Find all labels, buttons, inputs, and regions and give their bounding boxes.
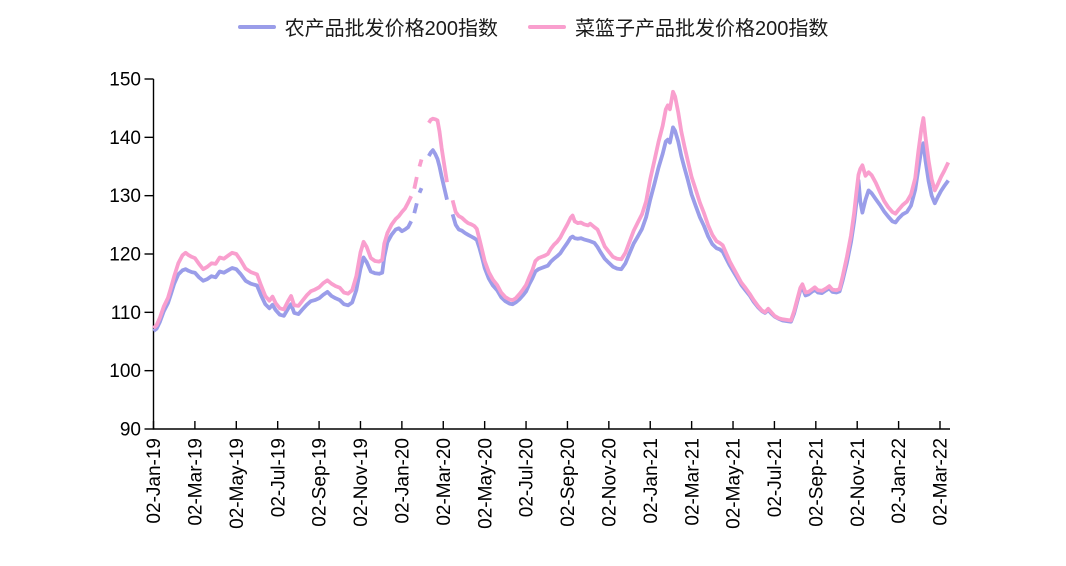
series-line-0 [152,125,950,333]
x-tick-label: 02-Jul-20 [517,438,538,517]
y-tick-label: 120 [109,245,141,266]
x-tick-label: 02-Jul-19 [268,438,289,517]
legend: 农产品批发价格200指数 菜篮子产品批发价格200指数 [0,12,1066,41]
legend-label-basket-index: 菜篮子产品批发价格200指数 [575,18,829,40]
x-tick-label: 02-May-20 [475,438,496,529]
x-tick-label: 02-Mar-19 [186,438,207,526]
legend-item-basket-index: 菜篮子产品批发价格200指数 [528,12,828,41]
axes [144,78,950,430]
x-tick-label: 02-Mar-22 [931,438,952,526]
agri-index-line-swatch [237,24,276,29]
x-tick-label: 02-Mar-20 [434,438,455,526]
y-tick-label: 90 [120,420,141,441]
x-axis-labels: 02-Jan-19 02-Mar-19 02-May-19 02-Jul-19 02-S… [144,438,952,529]
x-tick-label: 02-Jan-20 [393,438,414,524]
x-tick-label: 02-Nov-19 [351,438,372,527]
y-tick-label: 100 [109,361,141,382]
y-tick-label: 140 [109,128,141,149]
x-tick-label: 02-May-21 [724,438,745,529]
x-tick-label: 02-Nov-21 [848,438,869,527]
x-tick-label: 02-Sep-21 [806,438,827,527]
legend-item-agri-index: 农产品批发价格200指数 [237,12,498,41]
series-line-1 [152,89,951,330]
y-axis-labels: 90 100 110 120 130 140 150 [109,70,141,441]
y-tick-label: 150 [109,70,141,91]
x-tick-label: 02-Nov-20 [599,438,620,527]
series-lines [152,89,951,333]
x-tick-label: 02-Jan-22 [889,438,910,524]
y-tick-label: 110 [111,303,141,324]
x-tick-label: 02-Jan-21 [641,438,662,524]
x-tick-label: 02-Sep-20 [558,438,579,527]
basket-index-line-swatch [528,24,566,29]
y-tick-label: 130 [109,186,141,207]
x-tick-label: 02-Sep-19 [310,438,331,527]
x-tick-label: 02-Jul-21 [765,438,786,517]
legend-label-agri-index: 农产品批发价格200指数 [284,18,498,40]
x-tick-label: 02-May-19 [227,438,248,529]
x-tick-label: 02-Jan-19 [144,438,165,524]
x-tick-label: 02-Mar-21 [682,438,703,526]
